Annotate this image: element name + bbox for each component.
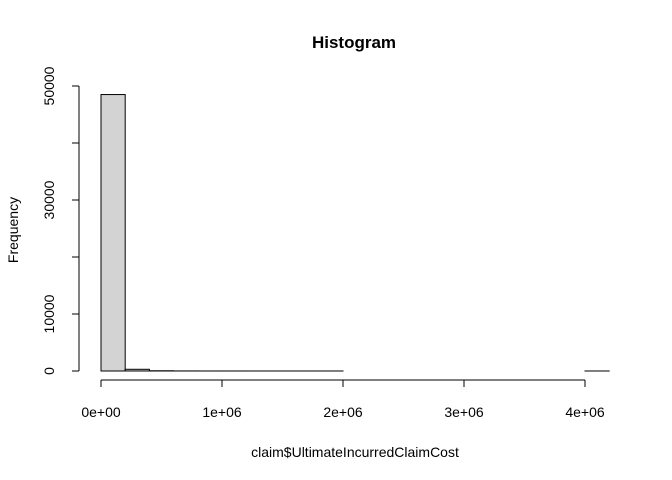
y-tick-label: 0 bbox=[41, 367, 57, 375]
x-tick-label: 4e+06 bbox=[565, 404, 605, 420]
x-tick-label: 2e+06 bbox=[323, 404, 363, 420]
histogram-bar bbox=[124, 368, 150, 372]
chart-title: Histogram bbox=[312, 33, 396, 52]
y-axis-title: Frequency bbox=[5, 197, 21, 263]
y-tick-label: 10000 bbox=[41, 294, 57, 333]
histogram-bar bbox=[100, 94, 126, 372]
histogram-bars bbox=[100, 94, 610, 372]
y-tick-label: 30000 bbox=[41, 180, 57, 219]
x-tick-label: 3e+06 bbox=[444, 404, 484, 420]
y-tick-label: 50000 bbox=[41, 66, 57, 105]
x-axis-title: claim$UltimateIncurredClaimCost bbox=[251, 444, 459, 460]
x-tick-label: 0e+00 bbox=[81, 404, 121, 420]
x-tick-label: 1e+06 bbox=[202, 404, 242, 420]
y-axis: 0 10000 30000 50000 bbox=[41, 66, 80, 375]
x-axis: 0e+00 1e+06 2e+06 3e+06 4e+06 bbox=[81, 379, 605, 420]
